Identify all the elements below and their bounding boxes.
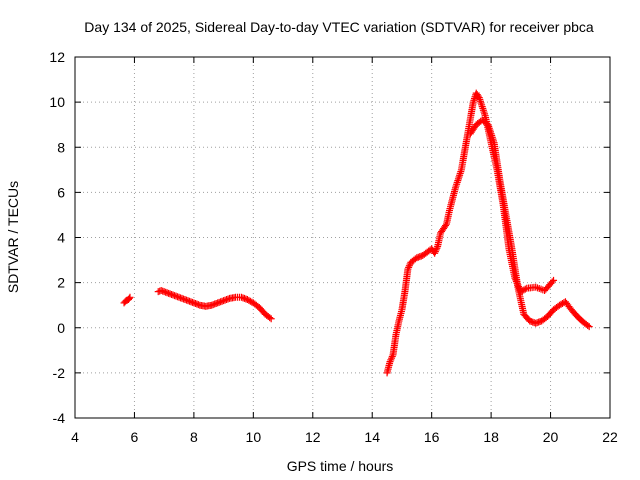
y-tick-label: 12 <box>49 49 65 65</box>
y-tick-label: -2 <box>53 365 66 381</box>
x-tick-label: 22 <box>602 429 618 445</box>
x-tick-label: 8 <box>190 429 198 445</box>
data-point <box>442 221 450 229</box>
data-point <box>550 276 558 284</box>
y-tick-label: 0 <box>57 320 65 336</box>
data-point <box>266 314 274 322</box>
series-segment-2 <box>154 287 275 323</box>
data-point <box>555 301 563 309</box>
data-point <box>387 356 395 364</box>
data-point <box>584 321 592 329</box>
data-point <box>126 293 134 301</box>
data-point <box>431 249 439 257</box>
y-tick-label: 8 <box>57 139 65 155</box>
x-axis: 4 6 8 10 12 14 16 18 20 22 <box>71 57 618 445</box>
x-tick-label: 20 <box>543 429 559 445</box>
data-point <box>474 92 482 100</box>
y-tick-label: 2 <box>57 275 65 291</box>
y-tick-label: 4 <box>57 230 65 246</box>
series-segment-1 <box>120 293 134 307</box>
y-tick-label: 10 <box>49 94 65 110</box>
data-point <box>433 244 441 252</box>
data-point <box>267 315 275 323</box>
data-point <box>388 353 396 361</box>
y-tick-label: 6 <box>57 184 65 200</box>
x-tick-label: 6 <box>131 429 139 445</box>
y-axis-label: SDTVAR / TECUs <box>5 181 21 293</box>
data-point <box>388 354 396 362</box>
data-point <box>405 262 413 270</box>
data-point <box>585 323 593 331</box>
data-point <box>431 248 439 256</box>
data-point <box>405 263 413 271</box>
y-tick-label: -4 <box>53 410 66 426</box>
x-tick-label: 10 <box>246 429 262 445</box>
data-point <box>520 286 528 294</box>
x-tick-label: 12 <box>305 429 321 445</box>
x-tick-label: 14 <box>364 429 380 445</box>
data-point <box>411 255 419 263</box>
data-point <box>557 300 565 308</box>
y-axis: -4 -2 0 2 4 6 8 10 12 <box>49 49 610 426</box>
grid <box>75 57 610 418</box>
x-tick-label: 18 <box>483 429 499 445</box>
chart-title: Day 134 of 2025, Sidereal Day-to-day VTE… <box>84 19 594 35</box>
data-point <box>548 278 556 286</box>
data-point <box>432 246 440 254</box>
x-tick-label: 4 <box>71 429 79 445</box>
data-point <box>245 296 253 304</box>
x-axis-label: GPS time / hours <box>287 458 394 474</box>
data-point <box>125 294 133 302</box>
data-point <box>521 285 529 293</box>
data-point <box>404 265 412 273</box>
data-point <box>243 296 251 304</box>
data-point <box>386 358 394 366</box>
data-point <box>246 297 254 305</box>
series-segment-4 <box>466 116 593 331</box>
x-tick-label: 16 <box>424 429 440 445</box>
data-points <box>120 89 593 377</box>
